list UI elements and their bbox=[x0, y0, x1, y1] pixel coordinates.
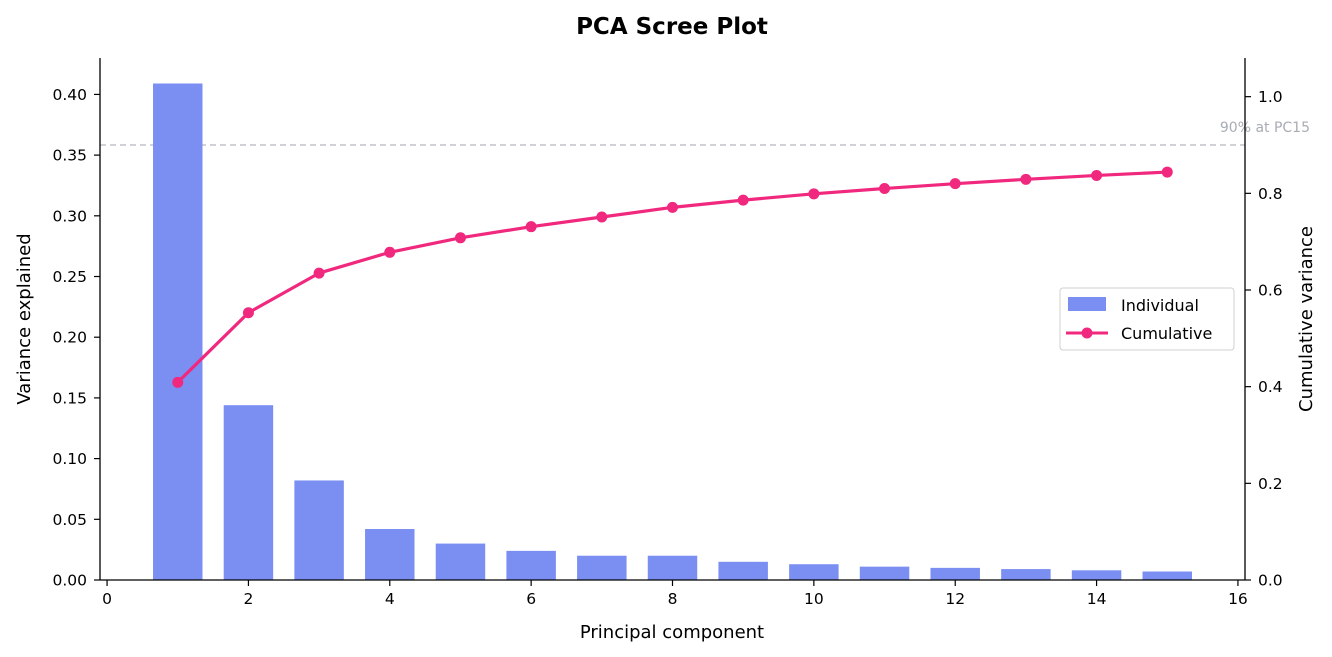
bar-pc4 bbox=[365, 529, 415, 580]
bar-pc12 bbox=[930, 567, 980, 580]
cumulative-point-pc7 bbox=[596, 211, 608, 223]
cumulative-point-pc11 bbox=[879, 183, 891, 194]
y2-tick-label: 0.4 bbox=[1258, 378, 1283, 396]
cumulative-point-pc9 bbox=[737, 194, 749, 206]
y2-tick-label: 1.0 bbox=[1258, 88, 1283, 106]
legend: Individual Cumulative bbox=[1059, 287, 1235, 351]
bar-pc3 bbox=[294, 480, 344, 580]
x-tick-label: 4 bbox=[385, 590, 395, 608]
y-tick-label: 0.30 bbox=[52, 207, 87, 225]
y-tick-label: 0.00 bbox=[52, 572, 87, 590]
cumulative-point-pc5 bbox=[454, 232, 466, 244]
y-tick-label: 0.40 bbox=[52, 86, 87, 104]
cumulative-point-pc4 bbox=[384, 246, 396, 258]
y-tick-label: 0.10 bbox=[52, 450, 87, 468]
bar-pc15 bbox=[1142, 571, 1192, 580]
y2-tick-label: 0.0 bbox=[1258, 572, 1283, 590]
y2-axis-label: Cumulative variance bbox=[1296, 226, 1317, 412]
cumulative-point-pc6 bbox=[525, 221, 537, 233]
x-tick-label: 16 bbox=[1228, 590, 1248, 608]
threshold-layer: 90% at PC15 bbox=[100, 120, 1310, 146]
cumulative-point-pc1 bbox=[172, 376, 184, 388]
cumulative-point-pc14 bbox=[1091, 169, 1103, 181]
x-tick-label: 10 bbox=[804, 590, 824, 608]
cumulative-point-pc10 bbox=[808, 188, 820, 200]
legend-label-individual: Individual bbox=[1121, 296, 1199, 315]
y-tick-label: 0.35 bbox=[52, 147, 87, 165]
bar-pc9 bbox=[718, 561, 768, 580]
bar-pc10 bbox=[789, 564, 839, 580]
y2-tick-label: 0.6 bbox=[1258, 282, 1283, 300]
cumulative-point-pc13 bbox=[1020, 173, 1032, 185]
cumulative-point-pc3 bbox=[313, 267, 325, 279]
x-tick-label: 14 bbox=[1087, 590, 1107, 608]
y2-tick-label: 0.8 bbox=[1258, 185, 1283, 203]
x-tick-label: 2 bbox=[243, 590, 253, 608]
threshold-label: 90% at PC15 bbox=[1220, 120, 1310, 136]
legend-swatch-individual bbox=[1068, 297, 1106, 311]
y2-tick-label: 0.2 bbox=[1258, 475, 1283, 493]
y-tick-label: 0.20 bbox=[52, 329, 87, 347]
x-tick-label: 6 bbox=[526, 590, 536, 608]
cumulative-point-pc8 bbox=[667, 201, 678, 213]
x-tick-label: 8 bbox=[668, 590, 678, 608]
bar-pc11 bbox=[859, 566, 910, 580]
cumulative-point-pc12 bbox=[949, 178, 961, 190]
x-tick-label: 12 bbox=[945, 590, 965, 608]
y-tick-label: 0.25 bbox=[52, 268, 87, 286]
cumulative-line-layer bbox=[172, 166, 1173, 388]
bar-pc14 bbox=[1071, 570, 1122, 580]
cumulative-point-pc2 bbox=[242, 307, 254, 319]
legend-swatch-cumulative-marker bbox=[1081, 327, 1093, 339]
y-axis-label: Variance explained bbox=[14, 233, 35, 404]
x-axis-label: Principal component bbox=[580, 622, 764, 643]
y-left-ticks: 0.00 0.05 0.10 0.15 0.20 0.25 0.30 0.35 0.40 bbox=[52, 86, 100, 590]
cumulative-point-pc15 bbox=[1161, 166, 1173, 178]
y-tick-label: 0.15 bbox=[52, 389, 87, 407]
legend-label-cumulative: Cumulative bbox=[1121, 324, 1212, 343]
bar-pc1 bbox=[153, 83, 203, 580]
bars-layer bbox=[153, 83, 1192, 580]
chart-title: PCA Scree Plot bbox=[576, 14, 768, 40]
x-tick-label: 0 bbox=[102, 590, 112, 608]
x-ticks: 0 2 4 6 8 10 12 14 16 bbox=[102, 580, 1248, 608]
bar-pc8 bbox=[647, 555, 698, 580]
bar-pc6 bbox=[506, 550, 556, 580]
y-right-ticks: 0.0 0.2 0.4 0.6 0.8 1.0 bbox=[1245, 88, 1283, 590]
bar-pc2 bbox=[223, 405, 274, 580]
bar-pc7 bbox=[577, 555, 627, 580]
y-tick-label: 0.05 bbox=[52, 511, 87, 529]
bar-pc5 bbox=[435, 543, 486, 580]
bar-pc13 bbox=[1001, 569, 1051, 580]
